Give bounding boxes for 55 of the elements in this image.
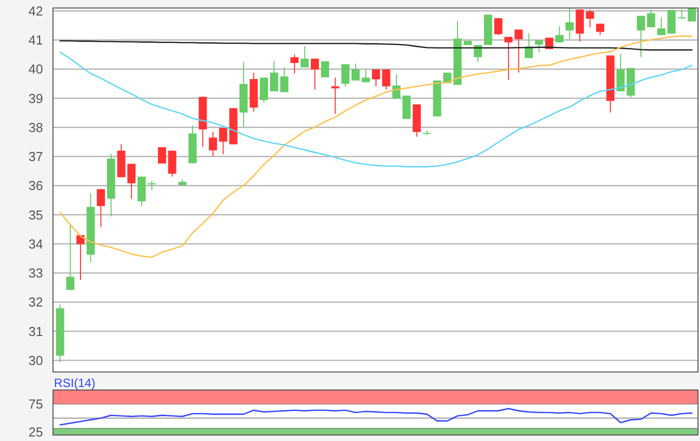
candlestick bbox=[586, 8, 594, 28]
candlestick bbox=[372, 68, 380, 87]
y-tick-label: 42 bbox=[28, 3, 43, 18]
candlestick bbox=[514, 29, 523, 74]
candlestick bbox=[168, 150, 176, 178]
candlestick bbox=[596, 23, 604, 36]
candlestick bbox=[555, 26, 564, 43]
y-tick-label: 36 bbox=[28, 178, 43, 194]
candlestick bbox=[310, 58, 319, 90]
candlestick bbox=[382, 68, 390, 90]
candlestick bbox=[504, 36, 513, 80]
candlestick bbox=[566, 8, 574, 40]
candlestick bbox=[290, 54, 299, 74]
candlestick bbox=[219, 127, 228, 155]
candlestick bbox=[667, 10, 676, 34]
candlestick bbox=[647, 8, 656, 28]
y-tick-label: 35 bbox=[28, 207, 43, 222]
candlestick bbox=[127, 163, 136, 200]
y-tick-label: 31 bbox=[28, 324, 43, 339]
candlestick bbox=[616, 53, 625, 92]
candlestick bbox=[158, 146, 166, 164]
y-tick-label: 41 bbox=[28, 32, 43, 48]
candlestick bbox=[96, 188, 105, 228]
candlestick bbox=[636, 15, 646, 58]
candlestick bbox=[260, 77, 268, 104]
y-tick-label: 25 bbox=[28, 424, 43, 440]
candlestick bbox=[657, 16, 666, 36]
candlestick bbox=[331, 77, 340, 114]
candlestick bbox=[494, 18, 502, 36]
y-tick-label: 40 bbox=[28, 62, 43, 77]
candlestick bbox=[362, 68, 370, 83]
candlestick bbox=[280, 66, 288, 93]
line-series bbox=[59, 35, 693, 258]
candlestick bbox=[678, 8, 686, 20]
candlestick bbox=[688, 8, 696, 22]
line-series bbox=[59, 52, 693, 168]
candlestick bbox=[341, 64, 350, 88]
candlestick bbox=[270, 60, 278, 92]
line-series bbox=[59, 408, 693, 426]
y-tick-label: 32 bbox=[28, 294, 43, 310]
y-tick-label: 30 bbox=[28, 352, 43, 368]
candlestick bbox=[66, 224, 74, 290]
candlestick bbox=[300, 45, 309, 68]
y-tick-label: 39 bbox=[28, 90, 43, 106]
y-tick-label: 38 bbox=[28, 120, 43, 135]
chart-title: RSI(14) bbox=[54, 376, 96, 390]
candlestick bbox=[352, 63, 360, 82]
candlestick bbox=[402, 95, 411, 120]
candlestick bbox=[208, 132, 218, 157]
y-tick-label: 33 bbox=[28, 266, 43, 281]
candlestick bbox=[148, 180, 156, 190]
candlestick bbox=[320, 60, 330, 78]
y-tick-label: 75 bbox=[28, 396, 43, 412]
y-tick-label: 37 bbox=[28, 149, 43, 164]
y-tick-label: 34 bbox=[28, 236, 43, 252]
